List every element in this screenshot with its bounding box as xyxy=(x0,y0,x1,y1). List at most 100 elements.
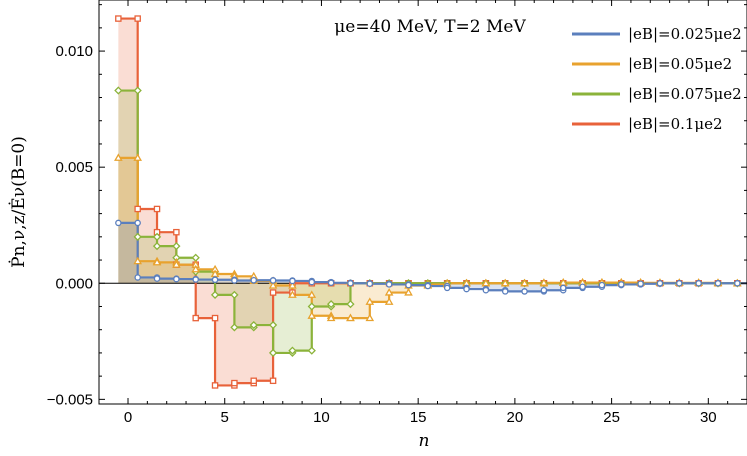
series-markers xyxy=(114,15,742,389)
data-point-1 xyxy=(366,280,374,287)
data-point-1 xyxy=(676,280,683,287)
x-axis-title: n xyxy=(419,431,430,451)
data-point-1 xyxy=(327,279,335,287)
data-point-1 xyxy=(598,281,606,289)
y-tick-label: 0.005 xyxy=(55,159,93,176)
data-point-2 xyxy=(172,260,181,268)
data-point-3 xyxy=(307,302,316,311)
data-point-4 xyxy=(269,377,277,385)
series-fills xyxy=(118,18,747,386)
data-point-2 xyxy=(404,288,413,296)
series-lines xyxy=(118,17,747,387)
data-point-1 xyxy=(714,280,722,287)
x-tick-label: 10 xyxy=(313,409,330,426)
data-point-3 xyxy=(230,290,239,299)
x-axis-ticks: 0 5 10 15 20 25 30 xyxy=(124,0,747,426)
data-point-3 xyxy=(114,86,123,95)
data-point-3 xyxy=(210,290,220,299)
data-point-1 xyxy=(211,276,219,284)
data-point-1 xyxy=(308,278,316,286)
x-tick-label: 0 xyxy=(124,409,132,426)
data-point-2 xyxy=(307,290,317,298)
data-point-4 xyxy=(134,15,141,22)
data-point-3 xyxy=(268,320,278,330)
data-point-3 xyxy=(230,323,239,332)
x-tick-label: 30 xyxy=(700,409,717,426)
data-point-1 xyxy=(618,281,625,288)
data-point-2 xyxy=(500,278,510,287)
data-point-1 xyxy=(501,288,509,295)
data-point-1 xyxy=(734,280,741,287)
data-point-3 xyxy=(288,346,297,355)
data-point-1 xyxy=(695,280,702,287)
data-point-2 xyxy=(520,278,529,287)
data-point-2 xyxy=(326,313,336,322)
y-axis-ticks: −0.005 0.000 0.005 0.010 xyxy=(47,4,747,408)
data-point-2 xyxy=(384,288,394,296)
legend-label-3: |eB|=0.075μe2 xyxy=(628,85,742,103)
x-tick-label: 5 xyxy=(221,409,229,426)
data-point-1 xyxy=(579,283,586,290)
data-point-1 xyxy=(385,281,393,288)
data-point-1 xyxy=(540,286,548,294)
data-point-2 xyxy=(288,281,297,289)
data-point-3 xyxy=(133,232,142,241)
data-point-4 xyxy=(250,377,257,385)
data-point-2 xyxy=(365,297,375,305)
legend-label-4: |eB|=0.1μe2 xyxy=(628,115,723,133)
x-tick-label: 20 xyxy=(507,409,524,426)
legend-label-1: |eB|=0.025μe2 xyxy=(628,25,742,43)
data-point-1 xyxy=(405,281,412,289)
data-point-2 xyxy=(288,290,297,298)
series-fill-4 xyxy=(118,18,747,386)
data-point-4 xyxy=(173,228,180,236)
data-point-1 xyxy=(250,276,257,284)
data-point-3 xyxy=(172,241,181,251)
y-axis-title: Ṗn,ν,z/Ėν(B=0) xyxy=(8,136,29,268)
data-point-1 xyxy=(192,276,199,283)
data-point-1 xyxy=(559,284,567,292)
data-point-1 xyxy=(115,219,122,227)
data-point-2 xyxy=(114,153,123,161)
data-point-1 xyxy=(153,275,161,282)
data-point-2 xyxy=(384,297,394,305)
data-point-2 xyxy=(307,311,317,319)
data-point-3 xyxy=(152,241,162,251)
data-point-3 xyxy=(327,300,336,309)
data-point-3 xyxy=(249,320,258,330)
plot-frame xyxy=(98,0,747,405)
data-point-4 xyxy=(269,289,277,296)
series-line-4 xyxy=(118,17,747,387)
data-point-1 xyxy=(656,280,664,287)
data-point-1 xyxy=(521,288,528,295)
data-point-1 xyxy=(134,274,141,281)
data-point-4 xyxy=(192,314,199,322)
data-point-1 xyxy=(443,284,451,292)
data-point-4 xyxy=(153,205,161,213)
data-point-2 xyxy=(346,313,355,322)
x-tick-label: 25 xyxy=(603,409,620,426)
data-point-4 xyxy=(211,314,219,322)
data-point-4 xyxy=(231,379,238,387)
data-point-2 xyxy=(539,278,549,286)
data-point-3 xyxy=(307,346,316,355)
data-point-4 xyxy=(134,205,141,213)
data-point-3 xyxy=(133,86,142,95)
data-point-1 xyxy=(231,277,238,284)
data-point-2 xyxy=(481,278,491,287)
chart-title: μe=40 MeV, T=2 MeV xyxy=(334,17,526,37)
legend: |eB|=0.025μe2 |eB|=0.05μe2 |eB|=0.075μe2 |e… xyxy=(572,25,742,133)
y-tick-label: −0.005 xyxy=(47,391,93,408)
data-point-1 xyxy=(637,280,644,287)
data-point-4 xyxy=(211,382,219,389)
data-point-1 xyxy=(424,282,432,290)
data-point-2 xyxy=(133,153,143,161)
data-point-3 xyxy=(268,348,278,358)
data-point-2 xyxy=(365,313,375,322)
y-tick-label: 0.010 xyxy=(55,43,93,60)
data-point-1 xyxy=(134,219,141,227)
y-tick-label: 0.000 xyxy=(55,275,93,292)
data-point-3 xyxy=(152,232,162,241)
